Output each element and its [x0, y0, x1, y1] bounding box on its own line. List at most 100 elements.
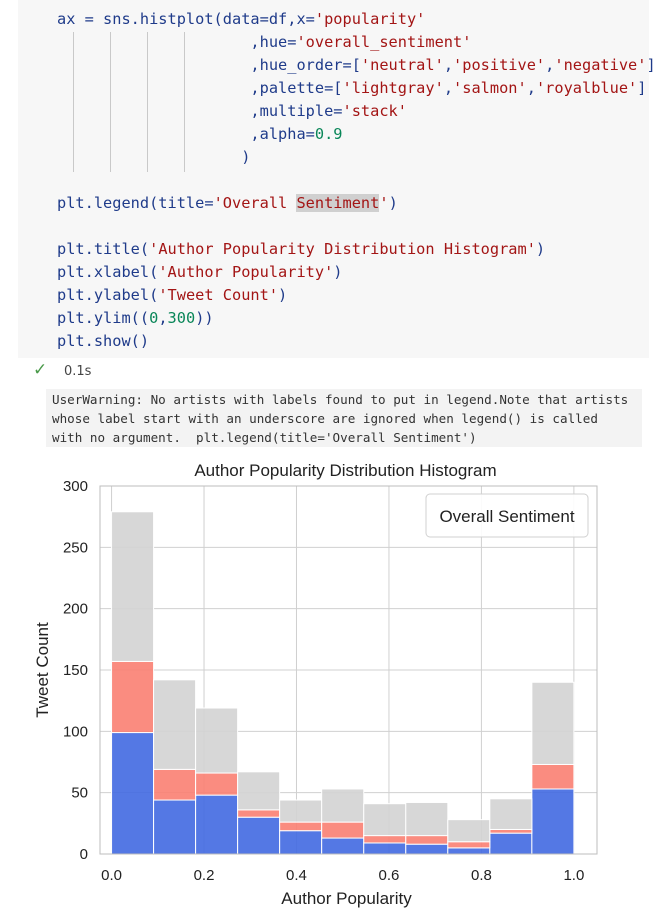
y-tick-label: 250: [63, 539, 88, 556]
code-token: plt.show(): [57, 332, 150, 350]
histogram-bar: [237, 809, 281, 818]
histogram-bar: [489, 832, 533, 855]
check-icon: ✓: [33, 360, 48, 380]
code-token: ,palette=[: [57, 79, 343, 97]
histogram-bar: [195, 772, 239, 796]
code-token: 'Tweet Count': [158, 286, 279, 304]
code-token: plt.legend(title=: [57, 194, 214, 212]
histogram-bar: [363, 835, 407, 844]
execution-time: 0.1s: [64, 364, 92, 379]
code-token: 'popularity': [314, 10, 426, 28]
histogram-bar: [405, 835, 449, 845]
histogram-bar: [489, 798, 533, 830]
histogram-bar: [447, 819, 491, 843]
code-token: 'overall_sentiment': [296, 33, 472, 51]
code-token: Sentiment: [296, 194, 380, 212]
x-tick-label: 0.0: [101, 867, 122, 884]
histogram-bar: [531, 681, 575, 765]
chart-title: Author Popularity Distribution Histogram: [194, 461, 496, 480]
code-token: plt.ylim((: [57, 309, 150, 327]
code-token: ,hue=: [57, 33, 297, 51]
y-tick-label: 150: [63, 662, 88, 679]
plot-frame: [99, 485, 598, 855]
code-token: ,hue_order=[: [57, 56, 361, 74]
code-token: 'royalblue': [535, 79, 638, 97]
code-token: ]: [646, 56, 656, 74]
code-token: ): [278, 286, 288, 304]
y-tick-label: 200: [63, 601, 88, 618]
code-line: [57, 169, 656, 192]
histogram-bar: [279, 799, 323, 823]
histogram-bar: [489, 828, 533, 834]
histogram-bar: [531, 763, 575, 790]
code-token: ax = sns.histplot(data=df,x=: [57, 10, 315, 28]
histogram-bar: [321, 788, 365, 823]
histogram-bar: [447, 841, 491, 849]
y-tick-label: 50: [71, 785, 88, 802]
histogram-bar: [363, 842, 407, 855]
code-token: ,alpha=: [57, 125, 315, 143]
indent-guide: [73, 32, 74, 172]
histogram-bar: [237, 771, 281, 811]
histogram-bar: [237, 816, 281, 855]
code-token: 'positive': [453, 56, 546, 74]
y-tick-label: 300: [63, 478, 88, 495]
warning-output: UserWarning: No artists with labels foun…: [46, 389, 642, 447]
code-line: plt.ylim((0,300)): [57, 307, 656, 330]
code-token: ,: [443, 79, 454, 97]
code-token: 'Overall: [213, 194, 297, 212]
code-line: ,hue_order=['neutral','positive','negati…: [57, 54, 656, 77]
code-token: plt.ylabel(: [57, 286, 159, 304]
code-line: ,hue='overall_sentiment': [57, 31, 656, 54]
histogram-bar: [363, 803, 407, 837]
code-token: plt.xlabel(: [57, 263, 159, 281]
code-token: ): [535, 240, 546, 258]
code-line: ): [57, 146, 656, 169]
x-tick-label: 1.0: [563, 867, 584, 884]
histogram-bar: [321, 837, 365, 855]
x-tick-label: 0.8: [471, 867, 492, 884]
histogram-bar: [321, 821, 365, 839]
code-token: ,: [545, 56, 555, 74]
histogram-bar: [405, 801, 449, 837]
code-token: ): [388, 194, 398, 212]
histogram-bar: [447, 847, 491, 855]
code-token: ,: [158, 309, 168, 327]
histogram-bar: [195, 707, 239, 774]
code-token: 'Author Popularity Distribution Histogra…: [149, 240, 536, 258]
y-tick-label: 0: [80, 846, 88, 863]
code-token: ': [379, 194, 389, 212]
legend-title: Overall Sentiment: [439, 507, 574, 526]
code-token: plt.title(: [57, 240, 150, 258]
code-cell[interactable]: ax = sns.histplot(data=df,x='popularity'…: [18, 0, 656, 358]
code-token: )): [195, 309, 214, 327]
code-line: plt.show(): [57, 330, 656, 353]
x-tick-label: 0.2: [194, 867, 215, 884]
code-token: ): [333, 263, 343, 281]
y-axis-label: Tweet Count: [33, 622, 52, 718]
histogram-bar: [405, 843, 449, 855]
code-token: 'lightgray': [342, 79, 444, 97]
code-token: 'salmon': [453, 79, 527, 97]
histogram-bar: [153, 679, 197, 770]
indent-guide: [110, 32, 111, 172]
code-editor[interactable]: ax = sns.histplot(data=df,x='popularity'…: [57, 8, 656, 353]
code-token: 'negative': [554, 56, 647, 74]
code-token: ): [57, 148, 251, 166]
code-line: ,multiple='stack': [57, 100, 656, 123]
legend-box: [425, 493, 589, 538]
code-line: [57, 215, 656, 238]
code-token: ,multiple=: [57, 102, 343, 120]
code-token: ,: [526, 79, 536, 97]
histogram-bar: [195, 794, 239, 855]
code-line: ax = sns.histplot(data=df,x='popularity': [57, 8, 656, 31]
histogram-bar: [279, 830, 323, 855]
code-line: plt.xlabel('Author Popularity'): [57, 261, 656, 284]
histogram-bar: [111, 732, 155, 855]
indent-guide: [184, 32, 185, 172]
histogram-bar: [279, 821, 323, 832]
histogram-bar: [153, 799, 197, 855]
histogram-bar: [111, 660, 155, 734]
code-token: 'neutral': [360, 56, 444, 74]
code-token: 'Author Popularity': [158, 263, 334, 281]
